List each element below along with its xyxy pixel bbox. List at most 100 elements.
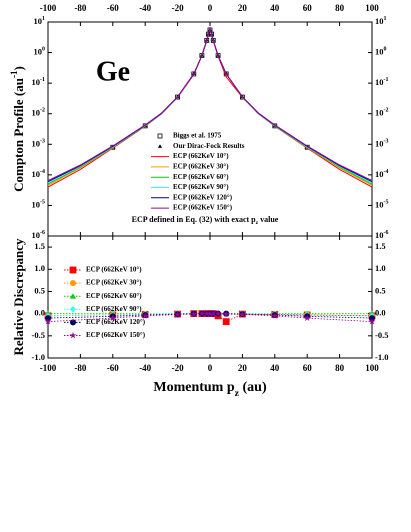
y-tick-exponent: -5 (384, 200, 389, 206)
y-tick-label: -0.5 (375, 330, 388, 340)
y-tick-label: 100 (34, 47, 46, 57)
y-tick-base: 10 (32, 169, 41, 179)
x-tick-label: 100 (365, 3, 379, 13)
marker (157, 133, 163, 139)
x-tick-label: 0 (208, 363, 213, 373)
y-tick-base: 10 (34, 16, 43, 26)
marker (70, 293, 76, 299)
annotation-part: value (258, 215, 279, 224)
y-tick-label: 1.0 (34, 263, 45, 273)
y-tick-label: 10-1 (32, 77, 45, 87)
y-tick-base: 10 (375, 16, 384, 26)
legend-label: ECP (662KeV 120°) (173, 193, 233, 201)
annotation: ECP defined in Eq. (32) with exact pz va… (132, 215, 279, 226)
y-tick-base: 10 (32, 138, 41, 148)
marker (368, 318, 376, 325)
y-tick-base: 10 (32, 77, 41, 87)
legend-label: ECP (662KeV 30°) (86, 279, 142, 287)
legend-label: Biggs et al. 1975 (173, 132, 222, 140)
y-tick-exponent: -1 (40, 78, 45, 84)
y-tick-label: 10-5 (32, 199, 45, 209)
y-tick-exponent: -5 (40, 200, 45, 206)
y-tick-label: 0.0 (375, 308, 386, 318)
marker (206, 310, 214, 317)
x-tick-label: -100 (40, 363, 57, 373)
y-tick-label: 10-4 (375, 169, 388, 179)
marker (69, 266, 77, 274)
x-tick-label: 60 (303, 3, 313, 13)
x-tick-label: 40 (270, 363, 280, 373)
y-tick-label: 101 (34, 16, 46, 26)
y-tick-label: 10-3 (32, 138, 45, 148)
y-tick-label: -1.0 (32, 352, 45, 362)
y-tick-label: 1.5 (34, 241, 45, 251)
y-tick-label: 10-2 (32, 108, 45, 118)
x-tick-label: -40 (139, 363, 151, 373)
y-tick-label: 10-2 (375, 108, 388, 118)
x-axis-label-part: Momentum p (153, 380, 234, 395)
legend-label: ECP (662KeV 120°) (86, 318, 146, 326)
y-tick-label: 10-5 (375, 199, 388, 209)
y-tick-base: 10 (32, 199, 41, 209)
y-axis-label: Relative Discrepancy (11, 238, 26, 356)
legend-label: Our Dirac-Fock Results (173, 142, 245, 150)
x-axis-label: Momentum pz (au) (153, 380, 267, 399)
marker (303, 314, 311, 321)
x-tick-label: 80 (335, 3, 345, 13)
y-tick-label: 1.0 (375, 263, 386, 273)
y-tick-label: -0.5 (32, 330, 45, 340)
x-tick-label: -80 (74, 363, 86, 373)
marker (69, 331, 77, 339)
y-tick-exponent: 0 (42, 47, 45, 53)
y-tick-base: 10 (375, 77, 384, 87)
x-axis-label-part: (au) (239, 380, 267, 395)
y-tick-exponent: -3 (40, 139, 45, 145)
y-tick-base: 10 (375, 108, 384, 118)
x-tick-label: 20 (238, 3, 248, 13)
x-tick-label: -100 (40, 3, 57, 13)
x-tick-label: 0 (208, 3, 213, 13)
legend-label: ECP (662KeV 60°) (173, 173, 229, 181)
x-tick-label: -20 (172, 363, 184, 373)
marker (271, 312, 279, 319)
x-tick-label: 40 (270, 3, 280, 13)
annotation-sub: z (256, 220, 259, 226)
x-tick-label: 80 (335, 363, 345, 373)
y-tick-exponent: -6 (40, 230, 45, 236)
y-axis-label-part: ) (11, 66, 26, 70)
y-tick-label: 10-1 (375, 77, 388, 87)
y-tick-label: 10-6 (32, 230, 45, 240)
marker (109, 314, 117, 321)
y-tick-base: 10 (32, 108, 41, 118)
y-tick-base: 10 (375, 169, 384, 179)
x-tick-label: -80 (74, 3, 86, 13)
y-tick-label: 101 (375, 16, 387, 26)
y-tick-label: -1.0 (375, 352, 388, 362)
y-tick-exponent: 0 (384, 47, 387, 53)
series-line (47, 26, 373, 185)
x-tick-label: -60 (107, 363, 119, 373)
legend-label: ECP (662KeV 150°) (86, 331, 146, 339)
y-tick-label: 0.0 (34, 308, 45, 318)
y-tick-exponent: -3 (384, 139, 389, 145)
y-tick-label: 10-3 (375, 138, 388, 148)
legend-label: ECP (662KeV 60°) (86, 292, 142, 300)
panel-label: Ge (96, 56, 130, 87)
marker (158, 144, 162, 148)
y-tick-base: 10 (375, 138, 384, 148)
y-tick-exponent: 1 (384, 16, 387, 22)
marker (141, 312, 149, 319)
marker (214, 310, 222, 317)
y-tick-exponent: 1 (42, 16, 45, 22)
x-tick-label: 20 (238, 363, 248, 373)
y-tick-base: 10 (34, 47, 43, 57)
legend-label: ECP (662KeV 150°) (173, 204, 233, 212)
y-axis-label-part: Relative Discrepancy (11, 238, 26, 356)
marker (44, 318, 52, 325)
legend-label: ECP (662KeV 90°) (173, 183, 229, 191)
y-axis-label: Compton Profile (au-1) (9, 66, 26, 192)
y-tick-exponent: -4 (384, 169, 389, 175)
x-axis-label-sub: z (235, 388, 240, 399)
y-tick-label: 10-4 (32, 169, 45, 179)
